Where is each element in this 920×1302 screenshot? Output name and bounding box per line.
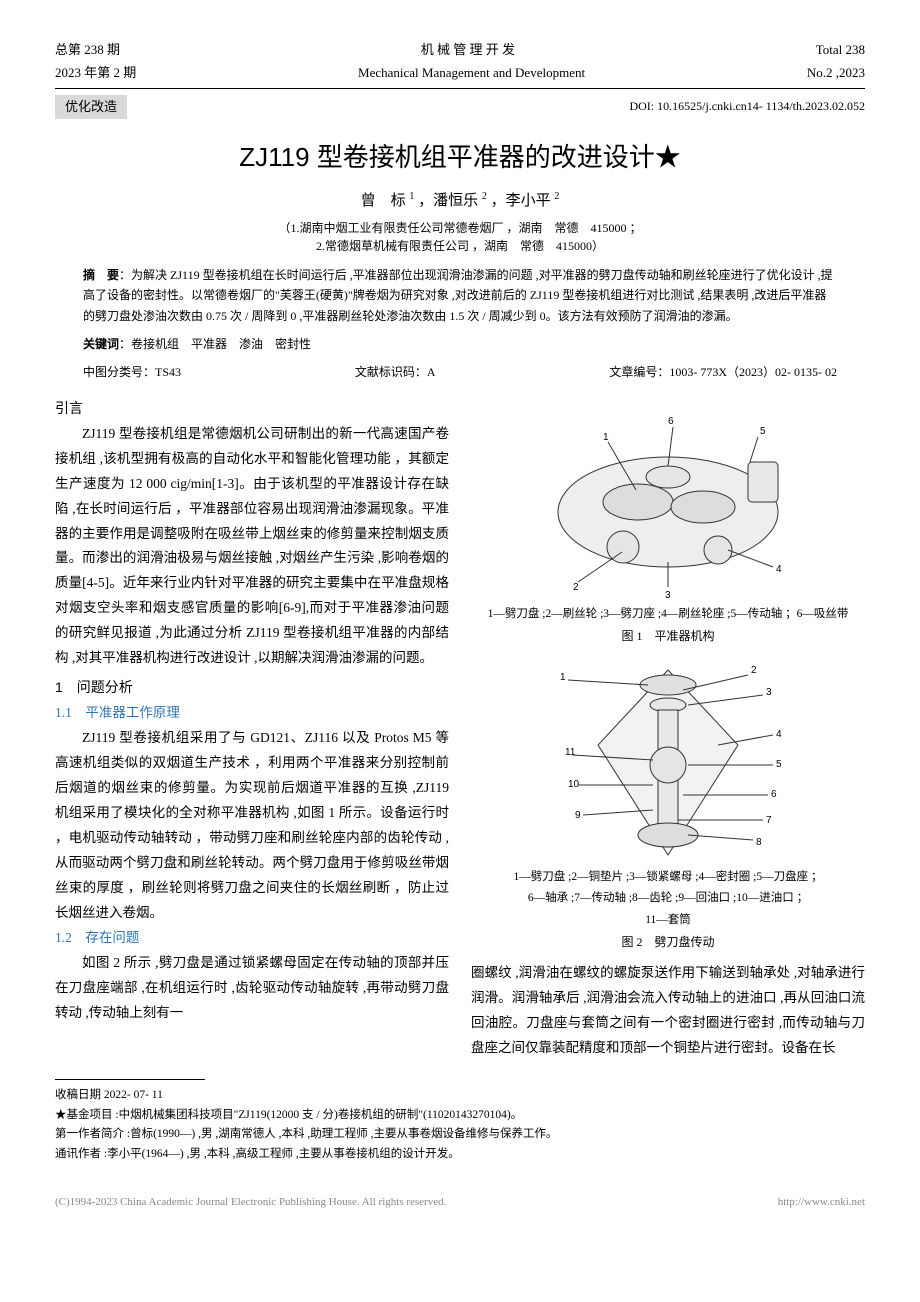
figure-1-legend: 1—劈刀盘 ;2—刷丝轮 ;3—劈刀座 ;4—刷丝轮座 ;5—传动轴 ；6—吸丝…: [471, 606, 865, 623]
journal-name-cn: 机 械 管 理 开 发: [120, 40, 816, 61]
header-divider: [55, 88, 865, 89]
svg-text:5: 5: [760, 426, 766, 437]
column-right: 1 6 5 2 3 4 1—劈刀盘 ;2—刷丝轮 ;3—劈刀座 ;4—刷丝轮座 …: [471, 396, 865, 1061]
figure-2-legend-3: 11—套筒: [471, 912, 865, 929]
affiliation-2: 2.常德烟草机械有限责任公司 ，湖南 常德 415000）: [55, 237, 865, 255]
cnki-url: http://www.cnki.net: [778, 1194, 865, 1212]
authors: 曾 标 1 ，潘恒乐 2 ，李小平 2: [55, 189, 865, 213]
issue-total-en: Total 238: [816, 40, 865, 61]
article-title: ZJ119 型卷接机组平准器的改进设计★: [55, 137, 865, 179]
svg-text:11: 11: [565, 747, 576, 758]
subsection-1-2-body: 如图 2 所示 ,劈刀盘是通过锁紧螺母固定在传动轴的顶部并压在刀盘座端部 ,在机…: [55, 951, 449, 1026]
column-2-continuation: 圈螺纹 ,润滑油在螺纹的螺旋泵送作用下输送到轴承处 ,对轴承进行润滑。润滑轴承后…: [471, 961, 865, 1061]
intro-heading: 引言: [55, 396, 449, 422]
figure-2-legend-2: 6—轴承 ;7—传动轴 ;8—齿轮 ;9—回油口 ;10—进油口 ；: [471, 890, 865, 907]
footer-separator: [55, 1079, 205, 1080]
abstract: 摘 要：为解决 ZJ119 型卷接机组在长时间运行后 ,平准器部位出现润滑油渗漏…: [83, 265, 837, 326]
first-author-bio: 第一作者简介 :曾标(1990—) ,男 ,湖南常德人 ,本科 ,助理工程师 ,…: [55, 1125, 865, 1145]
abstract-text: ：为解决 ZJ119 型卷接机组在长时间运行后 ,平准器部位出现润滑油渗漏的问题…: [83, 268, 833, 323]
footer-notes: 收稿日期 2022- 07- 11 ★基金项目 :中烟机械集团科技项目"ZJ11…: [55, 1086, 865, 1164]
svg-text:5: 5: [776, 759, 782, 770]
category-bar: 优化改造 DOI: 10.16525/j.cnki.cn14- 1134/th.…: [55, 95, 865, 120]
doi: DOI: 10.16525/j.cnki.cn14- 1134/th.2023.…: [629, 97, 865, 116]
received-date: 收稿日期 2022- 07- 11: [55, 1086, 865, 1106]
svg-text:1: 1: [603, 432, 609, 443]
issue-date-cn: 2023 年第 2 期: [55, 63, 136, 84]
figure-1: 1 6 5 2 3 4 1—劈刀盘 ;2—刷丝轮 ;3—劈刀座 ;4—刷丝轮座 …: [471, 402, 865, 647]
keywords-label: 关键词: [83, 337, 119, 351]
svg-text:3: 3: [665, 590, 671, 601]
copyright-text: (C)1994-2023 China Academic Journal Elec…: [55, 1194, 446, 1212]
corresponding-author: 通讯作者 :李小平(1964—) ,男 ,本科 ,高级工程师 ,主要从事卷接机组…: [55, 1145, 865, 1165]
figure-2-svg: 1 2 3 4 5 6 7 8 11 10 9: [518, 655, 818, 865]
figure-2-legend-1: 1—劈刀盘 ;2—铜垫片 ;3—锁紧螺母 ;4—密封圈 ;5—刀盘座 ；: [471, 869, 865, 886]
svg-text:2: 2: [751, 665, 757, 676]
meta-line: 中图分类号：TS43 文献标识码：A 文章编号：1003- 773X（2023）…: [83, 363, 837, 382]
section-1-heading: 1 问题分析: [55, 675, 449, 701]
fund-info: ★基金项目 :中烟机械集团科技项目"ZJ119(12000 支 / 分)卷接机组…: [55, 1106, 865, 1126]
svg-text:8: 8: [756, 837, 762, 848]
svg-text:4: 4: [776, 729, 782, 740]
subsection-1-1-heading: 1.1 平准器工作原理: [55, 701, 449, 726]
abstract-label: 摘 要: [83, 268, 119, 282]
header-bottom-row: 2023 年第 2 期 Mechanical Management and De…: [55, 63, 865, 84]
figure-2-caption: 图 2 劈刀盘传动: [471, 931, 865, 953]
intro-body: ZJ119 型卷接机组是常德烟机公司研制出的新一代高速国产卷接机组 ,该机型拥有…: [55, 422, 449, 672]
figure-1-svg: 1 6 5 2 3 4: [518, 402, 818, 602]
article-id: 文章编号：1003- 773X（2023）02- 0135- 02: [609, 363, 837, 382]
subsection-1-2-heading: 1.2 存在问题: [55, 926, 449, 951]
svg-text:4: 4: [776, 564, 782, 575]
doc-code: 文献标识码：A: [355, 363, 436, 382]
svg-text:10: 10: [568, 779, 580, 790]
svg-text:3: 3: [766, 687, 772, 698]
body-columns: 引言 ZJ119 型卷接机组是常德烟机公司研制出的新一代高速国产卷接机组 ,该机…: [55, 396, 865, 1061]
issue-total-cn: 总第 238 期: [55, 40, 120, 61]
subsection-1-1-body: ZJ119 型卷接机组采用了与 GD121、ZJ116 以及 Protos M5…: [55, 726, 449, 926]
svg-text:9: 9: [575, 810, 581, 821]
figure-1-caption: 图 1 平准器机构: [471, 625, 865, 647]
keywords-text: ：卷接机组 平准器 渗油 密封性: [119, 337, 311, 351]
svg-text:7: 7: [766, 815, 772, 826]
svg-text:6: 6: [771, 789, 777, 800]
keywords: 关键词：卷接机组 平准器 渗油 密封性: [83, 334, 837, 354]
column-left: 引言 ZJ119 型卷接机组是常德烟机公司研制出的新一代高速国产卷接机组 ,该机…: [55, 396, 449, 1061]
header-top-row: 总第 238 期 机 械 管 理 开 发 Total 238: [55, 40, 865, 61]
svg-text:6: 6: [668, 416, 674, 427]
clc: 中图分类号：TS43: [83, 363, 181, 382]
figure-2: 1 2 3 4 5 6 7 8 11 10 9 1—劈刀盘 ;2—铜垫片 ;3—…: [471, 655, 865, 953]
category-label: 优化改造: [55, 95, 127, 120]
affiliation-1: （1.湖南中烟工业有限责任公司常德卷烟厂 ，湖南 常德 415000 ；: [55, 219, 865, 237]
svg-text:2: 2: [573, 582, 579, 593]
affiliations: （1.湖南中烟工业有限责任公司常德卷烟厂 ，湖南 常德 415000 ； 2.常…: [55, 219, 865, 255]
copyright-bar: (C)1994-2023 China Academic Journal Elec…: [55, 1194, 865, 1212]
svg-text:1: 1: [560, 672, 566, 683]
issue-date-en: No.2 ,2023: [807, 63, 865, 84]
journal-name-en: Mechanical Management and Development: [136, 63, 807, 84]
